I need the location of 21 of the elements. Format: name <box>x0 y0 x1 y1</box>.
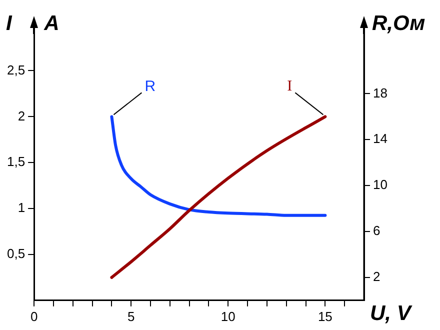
line-series <box>110 115 327 279</box>
y2-tick-label: 6 <box>373 223 380 238</box>
x-tick-label: 5 <box>127 308 135 324</box>
y2-tick-label: 18 <box>373 85 388 100</box>
y-tick-label: 1 <box>18 200 26 216</box>
y2-tick-label: 10 <box>373 177 388 192</box>
line-series <box>110 115 327 217</box>
y-tick-label: 0,5 <box>6 246 26 262</box>
y2-tick-label: 14 <box>373 131 388 146</box>
x-tick-label: 10 <box>220 308 236 324</box>
x-tick-label: 0 <box>30 308 38 324</box>
y-tick-label: 2,5 <box>6 62 26 78</box>
y-tick-label: 1,5 <box>6 154 26 170</box>
text: I A <box>6 12 60 35</box>
x-tick-label: 15 <box>318 308 332 324</box>
y-tick-label: 2 <box>18 108 26 124</box>
text: R <box>144 78 156 95</box>
y2-axis-title: R,Ом <box>372 12 426 35</box>
x-axis-title: U, V <box>370 302 413 326</box>
y2-tick-label: 2 <box>373 269 380 284</box>
text: I <box>287 78 292 95</box>
